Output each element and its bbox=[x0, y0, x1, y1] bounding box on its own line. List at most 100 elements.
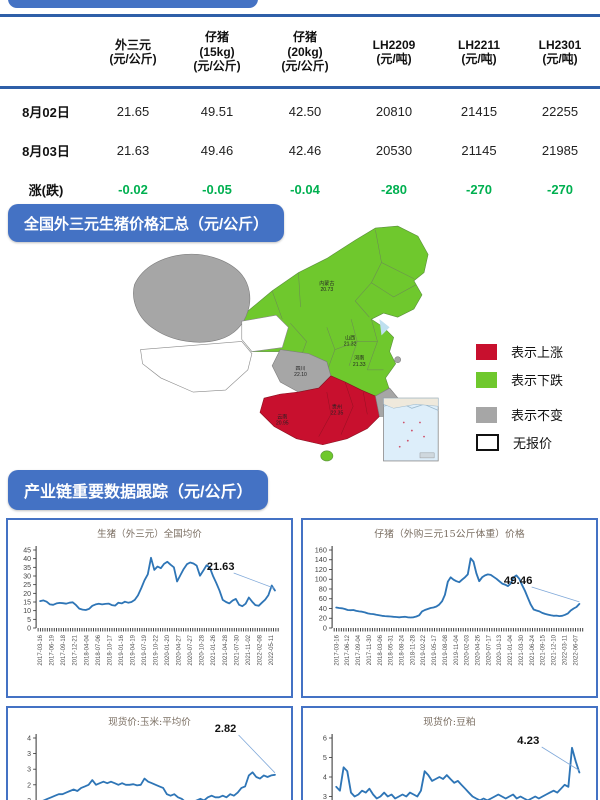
cell: -0.04 bbox=[290, 182, 320, 197]
cell: 49.51 bbox=[200, 104, 234, 119]
gray-swatch-icon bbox=[476, 406, 497, 423]
svg-text:四川: 四川 bbox=[295, 366, 305, 372]
svg-text:160: 160 bbox=[315, 547, 327, 555]
province-borders bbox=[271, 230, 417, 372]
svg-text:3: 3 bbox=[323, 793, 327, 800]
svg-text:4: 4 bbox=[27, 736, 31, 743]
svg-text:80: 80 bbox=[319, 586, 327, 594]
svg-text:2021-07-30: 2021-07-30 bbox=[234, 634, 240, 665]
legend-item-unchanged: 表示不变 bbox=[476, 405, 596, 424]
svg-text:2019-01-16: 2019-01-16 bbox=[119, 634, 125, 665]
svg-text:3: 3 bbox=[27, 767, 31, 774]
svg-text:2019-04-19: 2019-04-19 bbox=[130, 634, 136, 665]
col-header-lh2211: LH2211 (元/吨) bbox=[457, 37, 501, 66]
svg-text:40: 40 bbox=[319, 605, 327, 613]
map-region-hainan bbox=[320, 450, 334, 462]
svg-text:6: 6 bbox=[323, 735, 327, 743]
svg-text:2020-01-20: 2020-01-20 bbox=[165, 634, 171, 665]
svg-text:120: 120 bbox=[315, 566, 327, 574]
svg-text:21.63: 21.63 bbox=[207, 561, 235, 573]
svg-text:100: 100 bbox=[315, 576, 327, 584]
svg-text:2017-06-12: 2017-06-12 bbox=[344, 634, 351, 665]
table-top-border bbox=[0, 14, 600, 17]
cell: -270 bbox=[465, 182, 493, 197]
svg-text:2021-12-10: 2021-12-10 bbox=[550, 634, 557, 665]
col-header-lh2301: LH2301 (元/吨) bbox=[538, 37, 582, 66]
price-table-header-row: 外三元 (元/公斤) 仔猪 (15kg) (元/公斤) 仔猪 (20kg) (元/公斤) … bbox=[0, 20, 600, 84]
svg-text:2022-03-11: 2022-03-11 bbox=[561, 634, 568, 665]
svg-text:0: 0 bbox=[323, 625, 327, 633]
svg-text:21.33: 21.33 bbox=[353, 362, 366, 368]
col-header-lh2209: LH2209 (元/吨) bbox=[372, 37, 416, 66]
row-label: 8月03日 bbox=[22, 144, 70, 159]
cell: 21985 bbox=[541, 143, 579, 158]
svg-text:2017-12-21: 2017-12-21 bbox=[73, 634, 79, 665]
chart-corn-spot-price: 现货价:玉米:平均价 4 3 3 2 2 2.82 bbox=[6, 706, 293, 800]
svg-text:45: 45 bbox=[23, 548, 31, 555]
map-region-shanghai-gray bbox=[394, 356, 401, 363]
price-table: 外三元 (元/公斤) 仔猪 (15kg) (元/公斤) 仔猪 (20kg) (元/公斤) … bbox=[0, 20, 600, 84]
svg-text:2022-05-11: 2022-05-11 bbox=[269, 634, 275, 665]
table-row: 8月02日 21.65 49.51 42.50 20810 21415 2225… bbox=[0, 92, 600, 131]
svg-text:60: 60 bbox=[319, 595, 327, 603]
svg-text:2018-07-06: 2018-07-06 bbox=[96, 634, 102, 665]
svg-text:40: 40 bbox=[23, 556, 31, 563]
legend-item-fall: 表示下跌 bbox=[476, 370, 596, 389]
svg-text:49.46: 49.46 bbox=[504, 575, 533, 587]
bohai-sea bbox=[379, 319, 390, 336]
cell: -270 bbox=[546, 182, 574, 197]
svg-text:生猪（外三元）全国均价: 生猪（外三元）全国均价 bbox=[97, 528, 202, 540]
red-swatch-icon bbox=[476, 343, 497, 360]
col-header-waisanyuan: 外三元 (元/公斤) bbox=[109, 37, 157, 66]
svg-text:2019-10-22: 2019-10-22 bbox=[154, 634, 160, 665]
table-header-border bbox=[0, 86, 600, 89]
svg-text:现货价:豆粕: 现货价:豆粕 bbox=[423, 715, 476, 728]
map-region-xinjiang-gray bbox=[133, 253, 251, 343]
svg-text:2020-02-03: 2020-02-03 bbox=[464, 634, 471, 665]
svg-text:22.10: 22.10 bbox=[294, 372, 307, 378]
svg-text:2019-02-22: 2019-02-22 bbox=[420, 634, 427, 665]
svg-text:2022-02-08: 2022-02-08 bbox=[257, 634, 263, 665]
province-labels: 内蒙古 20.73 山西 21.32 河南 21.33 四川 22.10 云南 … bbox=[276, 280, 366, 427]
table-row: 8月03日 21.63 49.46 42.46 20530 21145 2198… bbox=[0, 131, 600, 170]
svg-text:河南: 河南 bbox=[354, 355, 364, 362]
svg-text:25: 25 bbox=[23, 582, 31, 589]
cell: 42.50 bbox=[288, 104, 322, 119]
chart-live-pig-national-avg: 生猪（外三元）全国均价 0 5 10 15 20 25 30 35 40 45 2017-03-16 2… bbox=[6, 518, 293, 698]
cell: -0.05 bbox=[202, 182, 232, 197]
cell: 20810 bbox=[375, 104, 413, 119]
cell: 42.46 bbox=[288, 143, 322, 158]
south-china-sea-inset bbox=[383, 397, 439, 462]
col-header-piglet15: 仔猪 (15kg) (元/公斤) bbox=[193, 30, 241, 74]
svg-text:5: 5 bbox=[323, 754, 327, 762]
map-region-qinghai-white bbox=[241, 314, 289, 352]
svg-text:2018-08-24: 2018-08-24 bbox=[398, 634, 405, 665]
cell: 22255 bbox=[541, 104, 579, 119]
svg-text:21.32: 21.32 bbox=[344, 342, 357, 348]
map-legend: 表示上涨 表示下跌 表示不变 无报价 bbox=[476, 342, 596, 461]
map-region-tibet-white bbox=[140, 341, 253, 393]
chart-soybean-meal-spot-price: 现货价:豆粕654324.23 bbox=[301, 706, 598, 800]
svg-text:2.82: 2.82 bbox=[215, 723, 236, 735]
svg-text:20: 20 bbox=[319, 615, 327, 623]
svg-text:2020-04-27: 2020-04-27 bbox=[177, 634, 183, 665]
svg-text:2020-07-27: 2020-07-27 bbox=[188, 634, 194, 665]
svg-text:20.95: 20.95 bbox=[276, 421, 289, 427]
cell: 21.63 bbox=[116, 143, 150, 158]
svg-text:2018-11-28: 2018-11-28 bbox=[409, 634, 416, 665]
svg-text:10: 10 bbox=[23, 608, 31, 615]
svg-text:2019-11-04: 2019-11-04 bbox=[453, 634, 460, 665]
svg-text:140: 140 bbox=[315, 556, 327, 564]
svg-text:2020-10-28: 2020-10-28 bbox=[200, 634, 206, 665]
col-header-piglet20: 仔猪 (20kg) (元/公斤) bbox=[281, 30, 329, 74]
map-section-title: 全国外三元生猪价格汇总（元/公斤） bbox=[8, 204, 285, 242]
china-map-svg: 内蒙古 20.73 山西 21.32 河南 21.33 四川 22.10 云南 … bbox=[133, 225, 439, 462]
svg-text:20.73: 20.73 bbox=[321, 287, 334, 293]
svg-text:贵州: 贵州 bbox=[332, 403, 342, 410]
svg-text:2022-06-07: 2022-06-07 bbox=[572, 634, 579, 665]
svg-text:2018-03-06: 2018-03-06 bbox=[377, 634, 384, 665]
legend-item-rise: 表示上涨 bbox=[476, 342, 596, 361]
green-swatch-icon bbox=[476, 371, 497, 388]
cell: 49.46 bbox=[200, 143, 234, 158]
svg-text:22.35: 22.35 bbox=[331, 410, 344, 416]
